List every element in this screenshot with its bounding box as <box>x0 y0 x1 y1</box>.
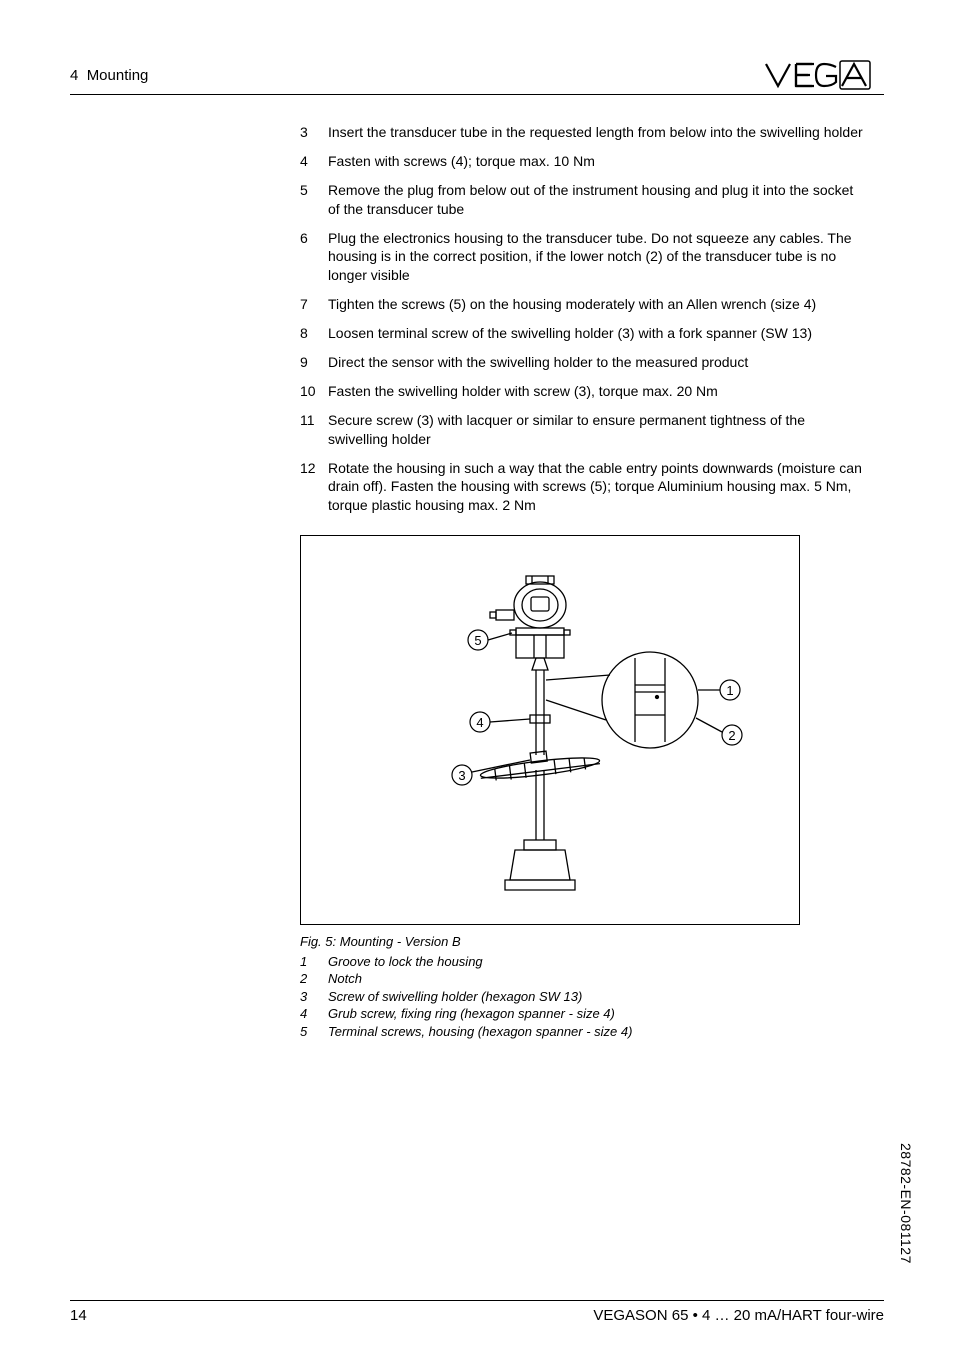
legend-item: 2 Notch <box>300 970 864 988</box>
instruction-text: Plug the electronics housing to the tran… <box>328 229 864 286</box>
instruction-text: Direct the sensor with the swivelling ho… <box>328 353 864 372</box>
callout-1: 1 <box>726 683 733 698</box>
legend-number: 3 <box>300 988 328 1006</box>
instruction-item: 6 Plug the electronics housing to the tr… <box>300 229 864 286</box>
instruction-item: 5 Remove the plug from below out of the … <box>300 181 864 219</box>
footer-doc-title: VEGASON 65 • 4 … 20 mA/HART four-wire <box>593 1307 884 1324</box>
instruction-item: 10 Fasten the swivelling holder with scr… <box>300 382 864 401</box>
figure-caption: Fig. 5: Mounting - Version B <box>300 933 864 951</box>
mounting-diagram: 5 4 3 1 2 <box>320 550 780 910</box>
callout-4: 4 <box>476 715 483 730</box>
legend-text: Groove to lock the housing <box>328 953 483 971</box>
instruction-item: 7 Tighten the screws (5) on the housing … <box>300 295 864 314</box>
instruction-item: 12 Rotate the housing in such a way that… <box>300 459 864 516</box>
instruction-text: Tighten the screws (5) on the housing mo… <box>328 295 864 314</box>
callout-3: 3 <box>458 768 465 783</box>
legend-number: 4 <box>300 1005 328 1023</box>
instruction-item: 3 Insert the transducer tube in the requ… <box>300 123 864 142</box>
legend-item: 5 Terminal screws, housing (hexagon span… <box>300 1023 864 1041</box>
instruction-item: 8 Loosen terminal screw of the swivellin… <box>300 324 864 343</box>
instruction-list: 3 Insert the transducer tube in the requ… <box>300 123 864 515</box>
instruction-item: 9 Direct the sensor with the swivelling … <box>300 353 864 372</box>
vega-logo <box>764 60 884 90</box>
main-content: 3 Insert the transducer tube in the requ… <box>300 123 864 1041</box>
legend-number: 2 <box>300 970 328 988</box>
legend-item: 1 Groove to lock the housing <box>300 953 864 971</box>
instruction-text: Loosen terminal screw of the swivelling … <box>328 324 864 343</box>
legend-text: Terminal screws, housing (hexagon spanne… <box>328 1023 632 1041</box>
callout-2: 2 <box>728 728 735 743</box>
instruction-number: 10 <box>300 382 328 401</box>
page-number: 14 <box>70 1307 87 1324</box>
instruction-text: Rotate the housing in such a way that th… <box>328 459 864 516</box>
legend-item: 3 Screw of swivelling holder (hexagon SW… <box>300 988 864 1006</box>
legend-number: 5 <box>300 1023 328 1041</box>
instruction-text: Insert the transducer tube in the reques… <box>328 123 864 142</box>
callout-5: 5 <box>474 633 481 648</box>
document-code-vertical: 28782-EN-081127 <box>898 1143 914 1264</box>
instruction-text: Secure screw (3) with lacquer or similar… <box>328 411 864 449</box>
instruction-number: 3 <box>300 123 328 142</box>
instruction-text: Fasten the swivelling holder with screw … <box>328 382 864 401</box>
legend-item: 4 Grub screw, fixing ring (hexagon spann… <box>300 1005 864 1023</box>
legend-text: Grub screw, fixing ring (hexagon spanner… <box>328 1005 615 1023</box>
instruction-item: 11 Secure screw (3) with lacquer or simi… <box>300 411 864 449</box>
page-header: 4 Mounting <box>70 60 884 95</box>
instruction-text: Remove the plug from below out of the in… <box>328 181 864 219</box>
instruction-number: 12 <box>300 459 328 516</box>
legend-text: Screw of swivelling holder (hexagon SW 1… <box>328 988 582 1006</box>
instruction-number: 9 <box>300 353 328 372</box>
page-footer: 14 VEGASON 65 • 4 … 20 mA/HART four-wire <box>70 1300 884 1324</box>
instruction-number: 8 <box>300 324 328 343</box>
figure-legend: 1 Groove to lock the housing 2 Notch 3 S… <box>300 953 864 1041</box>
legend-number: 1 <box>300 953 328 971</box>
instruction-number: 5 <box>300 181 328 219</box>
instruction-number: 11 <box>300 411 328 449</box>
instruction-item: 4 Fasten with screws (4); torque max. 10… <box>300 152 864 171</box>
instruction-number: 6 <box>300 229 328 286</box>
instruction-number: 7 <box>300 295 328 314</box>
header-section: 4 Mounting <box>70 67 148 84</box>
instruction-text: Fasten with screws (4); torque max. 10 N… <box>328 152 864 171</box>
figure-box: 5 4 3 1 2 <box>300 535 800 925</box>
section-number: 4 <box>70 67 78 84</box>
instruction-number: 4 <box>300 152 328 171</box>
section-title: Mounting <box>87 67 149 84</box>
legend-text: Notch <box>328 970 362 988</box>
